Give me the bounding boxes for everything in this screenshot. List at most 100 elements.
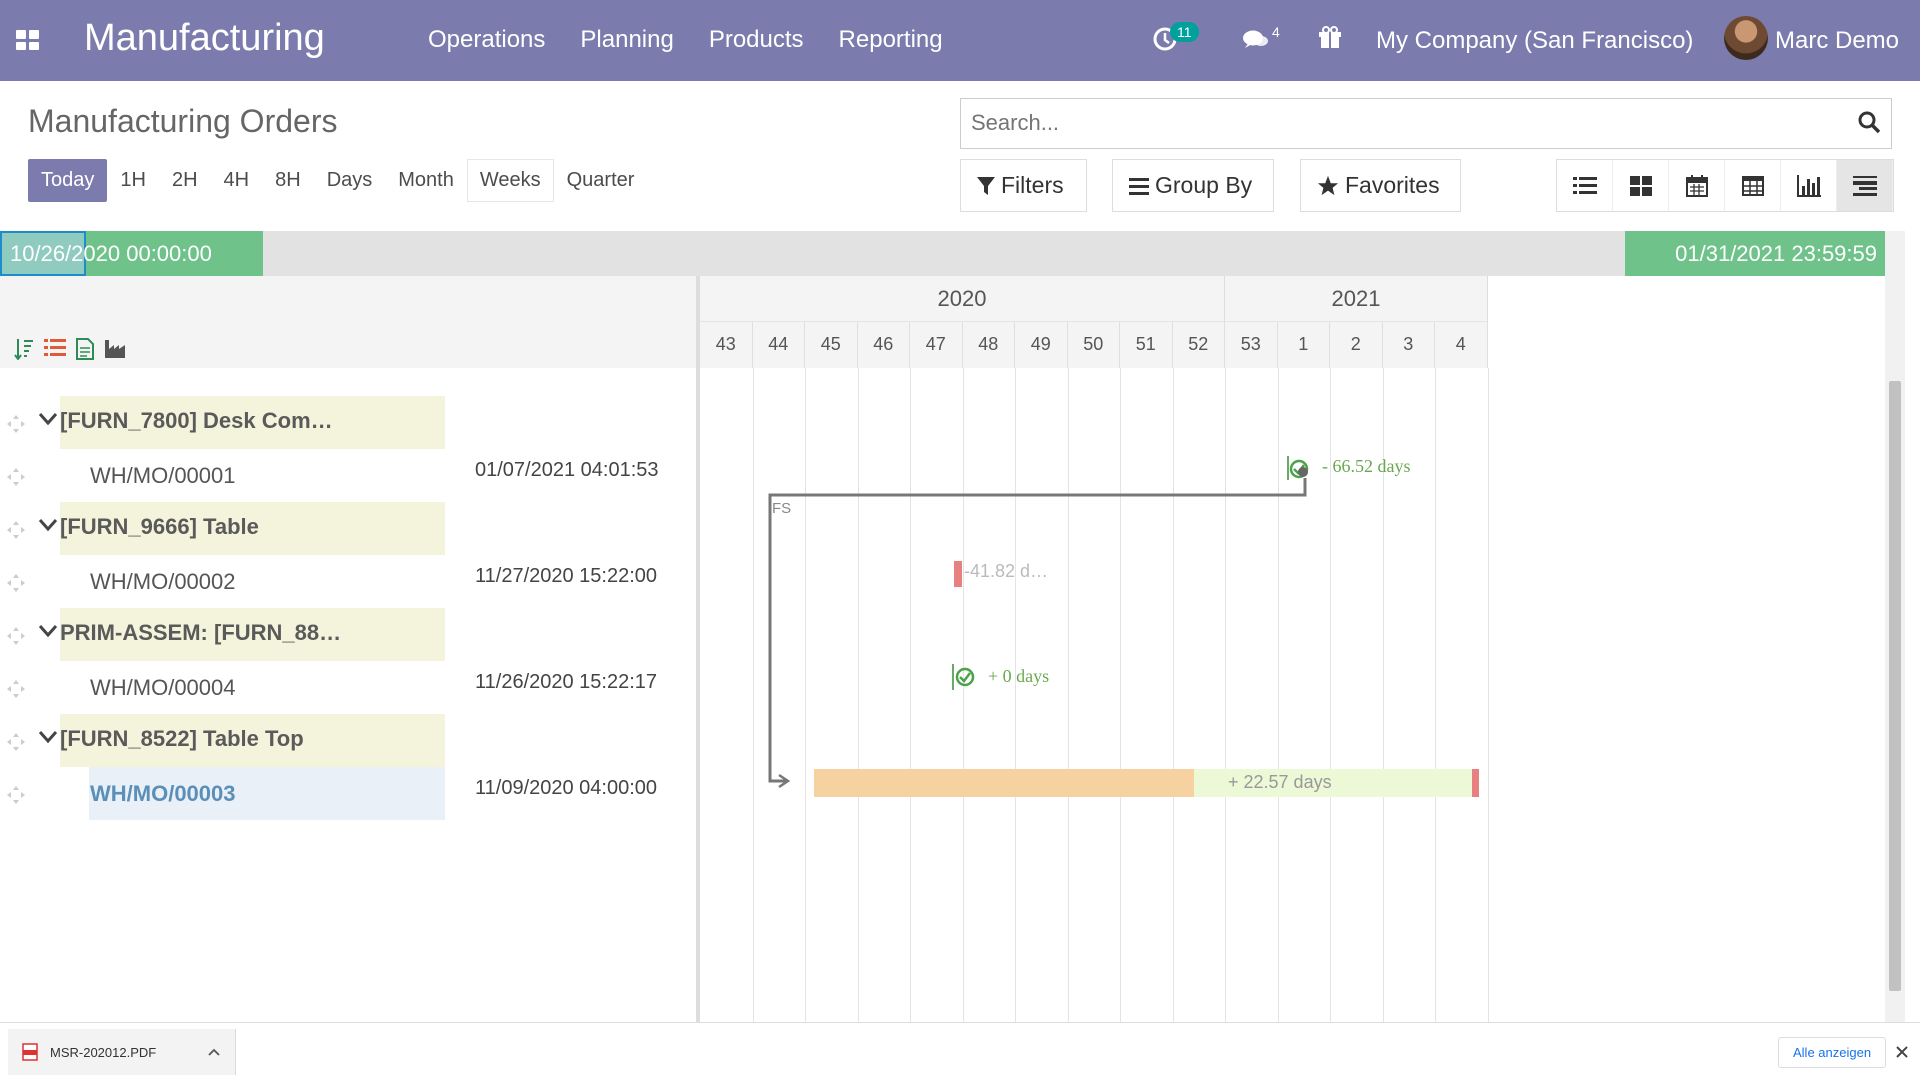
week-gridline xyxy=(1120,368,1121,1022)
chevron-down-icon[interactable] xyxy=(38,518,58,537)
scale-quarter[interactable]: Quarter xyxy=(566,169,635,191)
filters-button[interactable]: Filters xyxy=(960,159,1087,212)
timeline-blank-header xyxy=(1488,276,1885,322)
close-icon[interactable] xyxy=(1895,1045,1909,1059)
star-icon xyxy=(1317,175,1339,195)
apps-menu-icon[interactable] xyxy=(16,30,40,50)
task-date: 11/09/2020 04:00:00 xyxy=(475,777,658,799)
group-row[interactable]: PRIM-ASSEM: [FURN_88… xyxy=(0,608,696,661)
gift-icon[interactable] xyxy=(1318,26,1342,55)
chevron-down-icon[interactable] xyxy=(38,730,58,749)
drag-handle-icon[interactable] xyxy=(6,573,26,598)
menu-planning[interactable]: Planning xyxy=(580,26,674,53)
scale-1h[interactable]: 1H xyxy=(120,169,146,191)
group-by-button[interactable]: Group By xyxy=(1112,159,1274,212)
group-row[interactable]: [FURN_8522] Table Top xyxy=(0,714,696,767)
gantt-view-button[interactable] xyxy=(1837,160,1893,211)
app-title[interactable]: Manufacturing xyxy=(84,17,325,59)
week-header: 46 xyxy=(857,322,910,368)
chevron-down-icon[interactable] xyxy=(38,624,58,643)
search-box xyxy=(960,98,1892,149)
chevron-down-icon[interactable] xyxy=(38,412,58,431)
sort-icon[interactable] xyxy=(14,338,34,365)
scale-weeks[interactable]: Weeks xyxy=(466,159,554,202)
week-header: 43 xyxy=(700,322,753,368)
check-circle-icon[interactable] xyxy=(955,667,975,692)
graph-icon xyxy=(1796,174,1821,197)
check-circle-icon[interactable] xyxy=(1289,459,1309,484)
drag-handle-icon[interactable] xyxy=(6,626,26,651)
task-delta: + 22.57 days xyxy=(1228,772,1332,792)
group-cell xyxy=(60,714,445,767)
kanban-view-button[interactable] xyxy=(1613,160,1669,211)
search-icon[interactable] xyxy=(1857,110,1881,139)
week-gridline xyxy=(1435,368,1436,1022)
user-menu[interactable]: Marc Demo xyxy=(1775,27,1900,54)
late-marker[interactable] xyxy=(954,561,962,587)
drag-handle-icon[interactable] xyxy=(6,679,26,704)
scale-8h[interactable]: 8H xyxy=(275,169,301,191)
group-cell xyxy=(60,608,445,661)
chevron-up-icon[interactable] xyxy=(208,1048,220,1056)
download-item[interactable]: MSR-202012.PDF xyxy=(8,1029,236,1075)
menu-products[interactable]: Products xyxy=(708,26,804,53)
pane-splitter[interactable] xyxy=(696,276,700,1022)
link-label: FS xyxy=(772,500,792,517)
calendar-view-button[interactable] xyxy=(1669,160,1725,211)
menu-operations[interactable]: Operations xyxy=(428,26,546,53)
task-bar-progress[interactable] xyxy=(814,769,1194,797)
kanban-icon xyxy=(1629,175,1652,196)
group-row[interactable]: [FURN_7800] Desk Com… xyxy=(0,396,696,449)
scrollbar-thumb[interactable] xyxy=(1889,381,1901,991)
drag-handle-icon[interactable] xyxy=(6,414,26,439)
export-document-icon[interactable] xyxy=(76,338,94,365)
drag-handle-icon[interactable] xyxy=(6,467,26,492)
task-row[interactable]: WH/MO/00004 11/26/2020 15:22:17 xyxy=(0,661,696,714)
task-row[interactable]: WH/MO/00001 01/07/2021 04:01:53 xyxy=(0,449,696,502)
task-label: WH/MO/00001 xyxy=(90,463,236,488)
vertical-scrollbar[interactable] xyxy=(1885,231,1905,1022)
graph-view-button[interactable] xyxy=(1781,160,1837,211)
scale-days[interactable]: Days xyxy=(326,169,373,191)
drag-handle-icon[interactable] xyxy=(6,732,26,757)
task-delta: - 66.52 days xyxy=(1322,456,1411,476)
scale-2h[interactable]: 2H xyxy=(171,169,198,191)
week-gridline xyxy=(805,368,806,1022)
week-header: 51 xyxy=(1120,322,1173,368)
task-delta: -41.82 d… xyxy=(964,561,1049,581)
task-bar-start xyxy=(1287,456,1289,480)
gantt-task-list: [FURN_7800] Desk Com… WH/MO/00001 01/07/… xyxy=(0,276,696,1022)
scale-month[interactable]: Month xyxy=(398,169,454,191)
task-row-selected[interactable]: WH/MO/00003 11/09/2020 04:00:00 xyxy=(0,767,696,820)
company-switcher[interactable]: My Company (San Francisco) xyxy=(1376,27,1694,54)
week-header: 45 xyxy=(805,322,858,368)
expand-list-icon[interactable] xyxy=(44,338,66,365)
favorites-button[interactable]: Favorites xyxy=(1300,159,1461,212)
filters-label: Filters xyxy=(1001,172,1064,198)
gantt-end-date[interactable]: 01/31/2021 23:59:59 xyxy=(1625,231,1887,276)
messages-icon[interactable] xyxy=(1242,28,1270,57)
group-cell xyxy=(60,502,445,555)
drag-handle-icon[interactable] xyxy=(6,520,26,545)
task-row[interactable]: WH/MO/00002 11/27/2020 15:22:00 xyxy=(0,555,696,608)
task-label[interactable]: WH/MO/00003 xyxy=(90,781,236,806)
scale-4h[interactable]: 4H xyxy=(223,169,250,191)
week-gridline xyxy=(1067,368,1069,1022)
group-row[interactable]: [FURN_9666] Table xyxy=(0,502,696,555)
drag-handle-icon[interactable] xyxy=(6,785,26,810)
scale-today[interactable]: Today xyxy=(28,159,108,202)
list-view-button[interactable] xyxy=(1557,160,1613,211)
gantt-start-date[interactable]: 10/26/2020 00:00:00 xyxy=(0,231,263,276)
user-avatar[interactable] xyxy=(1724,16,1768,60)
top-navbar: Manufacturing Operations Planning Produc… xyxy=(0,0,1920,81)
pivot-view-button[interactable] xyxy=(1725,160,1781,211)
week-gridline xyxy=(1015,368,1016,1022)
show-all-downloads-button[interactable]: Alle anzeigen xyxy=(1778,1037,1887,1068)
search-input[interactable] xyxy=(961,99,1841,147)
favorites-label: Favorites xyxy=(1345,172,1440,198)
pdf-file-icon xyxy=(22,1043,38,1061)
menu-reporting[interactable]: Reporting xyxy=(838,26,943,53)
task-bar-remaining[interactable] xyxy=(1194,769,1472,797)
year-header: 2020 xyxy=(700,276,1225,322)
factory-icon[interactable] xyxy=(104,338,126,365)
